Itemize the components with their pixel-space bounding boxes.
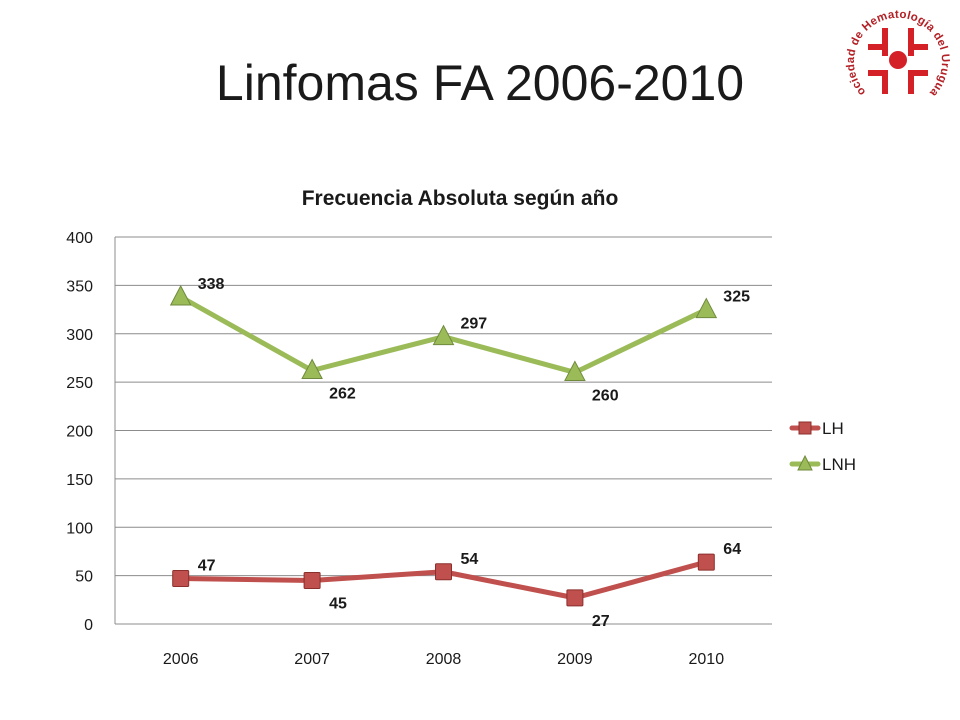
- y-tick-label: 300: [66, 327, 93, 344]
- data-point-lh: [566, 589, 584, 607]
- x-tick-label: 2010: [689, 651, 725, 668]
- data-point-lnh: [432, 324, 455, 346]
- data-label-lh: 45: [329, 595, 347, 612]
- x-tick-label: 2007: [294, 651, 330, 668]
- slide-title: Linfomas FA 2006-2010: [215, 55, 745, 111]
- data-label-lnh: 297: [461, 316, 488, 333]
- hematology-society-seal-icon: Sociedad de Hematología del Uruguay: [838, 0, 951, 99]
- data-point-lh: [697, 553, 715, 571]
- data-label-lnh: 325: [723, 289, 750, 306]
- data-point-lnh: [301, 358, 323, 380]
- y-tick-label: 150: [66, 472, 93, 489]
- y-tick-label: 100: [66, 520, 93, 537]
- y-tick-label: 350: [66, 278, 93, 295]
- x-tick-label: 2006: [163, 651, 199, 668]
- data-label-lh: 47: [198, 558, 216, 575]
- data-label-lnh: 338: [198, 276, 225, 293]
- legend-marker-lh: [798, 421, 812, 435]
- y-tick-label: 200: [66, 424, 93, 441]
- legend-label-lh: LH: [822, 419, 844, 438]
- data-point-lnh: [169, 284, 192, 306]
- y-tick-label: 0: [84, 617, 93, 634]
- data-label-lh: 27: [592, 613, 610, 630]
- legend-label-lnh: LNH: [822, 455, 856, 474]
- data-label-lh: 54: [461, 551, 479, 568]
- chart-title: Frecuencia Absoluta según año: [302, 187, 619, 210]
- y-tick-label: 250: [66, 375, 93, 392]
- data-point-lh: [172, 570, 190, 588]
- data-label-lnh: 260: [592, 387, 619, 404]
- y-tick-label: 50: [75, 569, 93, 586]
- data-label-lh: 64: [723, 541, 741, 558]
- data-label-lnh: 262: [329, 386, 356, 403]
- data-point-lh: [435, 563, 452, 581]
- x-tick-label: 2009: [557, 651, 593, 668]
- data-point-lnh: [564, 360, 586, 381]
- data-point-lnh: [695, 297, 718, 319]
- y-tick-label: 400: [66, 230, 93, 247]
- legend-marker-lnh: [797, 454, 813, 471]
- data-point-lh: [303, 571, 321, 589]
- x-tick-label: 2008: [426, 651, 462, 668]
